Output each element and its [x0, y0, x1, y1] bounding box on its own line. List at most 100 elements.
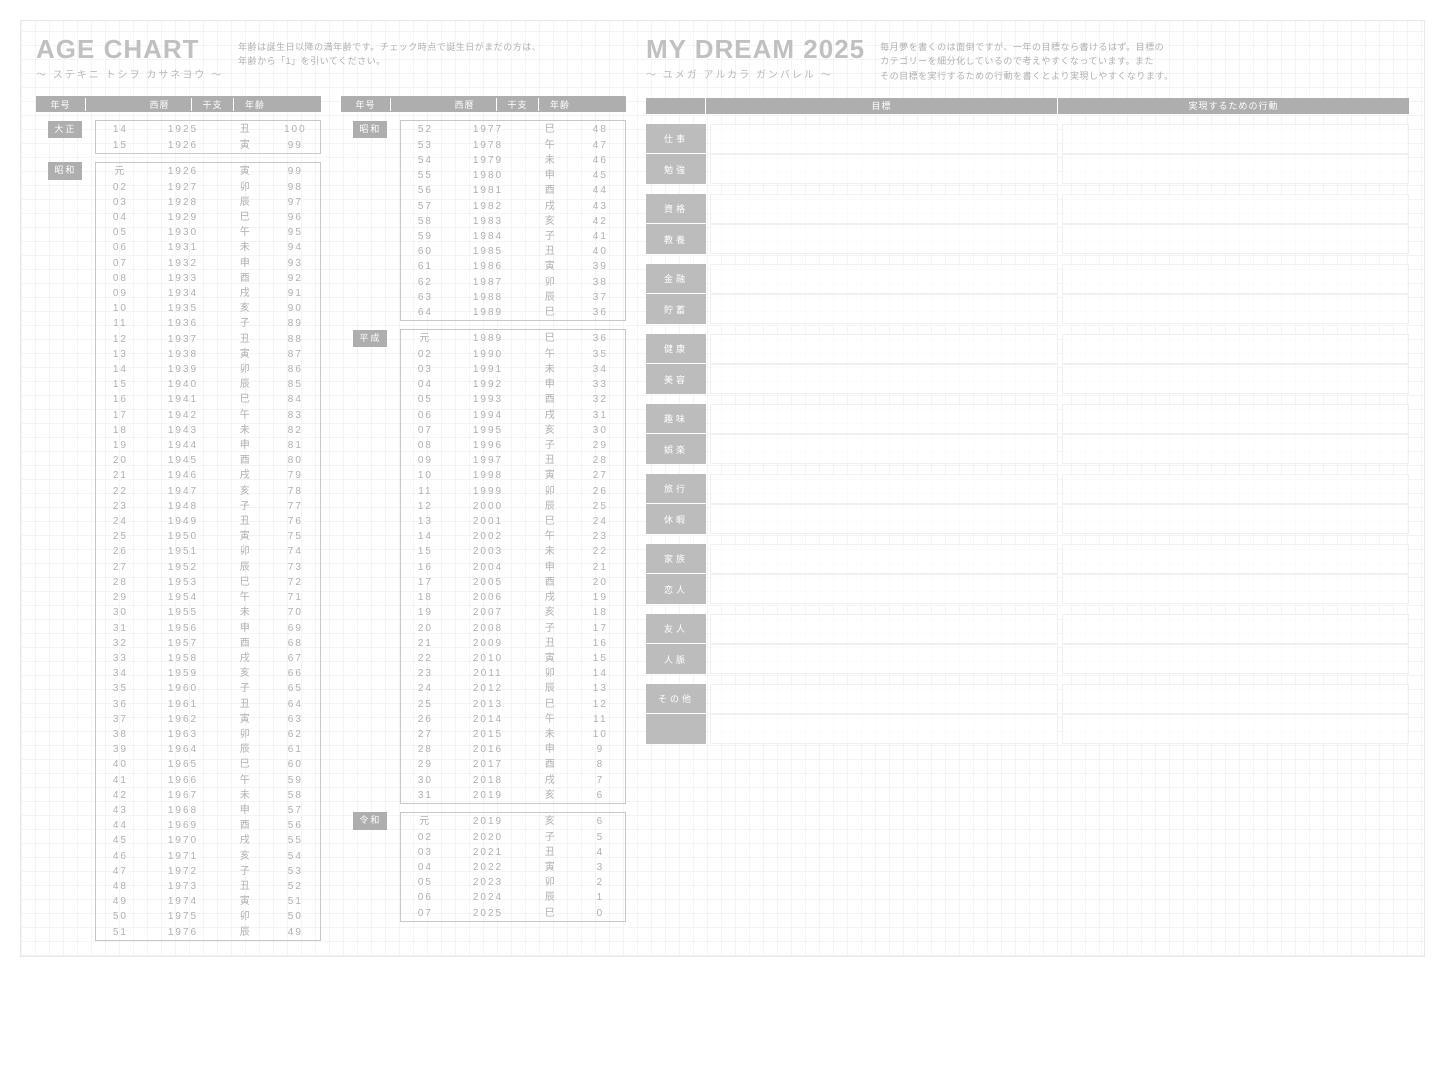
dream-category: 友人 [646, 614, 706, 644]
dream-action-field[interactable] [1062, 194, 1410, 224]
dream-action-field[interactable] [1062, 294, 1410, 324]
age-row: 062024辰1 [341, 890, 626, 905]
age-row: 451970戌55 [36, 833, 321, 848]
age-row: 311956申69 [36, 621, 321, 636]
dream-category: 貯蓄 [646, 294, 706, 324]
age-row: 201945酉80 [36, 453, 321, 468]
dream-action-field[interactable] [1062, 364, 1410, 394]
dream-goal-field[interactable] [710, 574, 1058, 604]
age-table: 昭和521977巳48531978午47541979未46551980申4556… [341, 120, 626, 321]
dream-group: 友人人脈 [646, 614, 1409, 674]
dream-goal-field[interactable] [710, 334, 1058, 364]
age-row: 令和元2019亥6 [341, 812, 626, 829]
dream-goal-field[interactable] [710, 154, 1058, 184]
age-row: 471972子53 [36, 864, 321, 879]
dream-goal-field[interactable] [710, 614, 1058, 644]
age-row: 151940辰85 [36, 377, 321, 392]
dream-action-field[interactable] [1062, 474, 1410, 504]
dream-category: 資格 [646, 194, 706, 224]
age-row: 101998寅27 [341, 468, 626, 483]
dream-goal-field[interactable] [710, 684, 1058, 714]
dream-goal-field[interactable] [710, 364, 1058, 394]
age-row: 昭和521977巳48 [341, 121, 626, 138]
era-tag: 平成 [353, 330, 387, 347]
age-row: 431968申57 [36, 803, 321, 818]
dream-row: 美容 [646, 364, 1409, 394]
dream-goal-field[interactable] [710, 404, 1058, 434]
dream-group: 旅行休暇 [646, 474, 1409, 534]
age-row: 581983亥42 [341, 214, 626, 229]
dream-row: その他 [646, 684, 1409, 714]
dream-goal-field[interactable] [710, 294, 1058, 324]
dream-action-field[interactable] [1062, 154, 1410, 184]
dream-goal-field[interactable] [710, 124, 1058, 154]
age-row: 401965巳60 [36, 757, 321, 772]
dream-category: 恋人 [646, 574, 706, 604]
age-row: 121937丑88 [36, 332, 321, 347]
dream-goal-field[interactable] [710, 194, 1058, 224]
dream-row: 仕事 [646, 124, 1409, 154]
age-row: 平成元1989巳36 [341, 330, 626, 347]
age-table: 平成元1989巳36021990午35031991未34041992申33051… [341, 329, 626, 804]
age-row: 111936子89 [36, 316, 321, 331]
age-row: 421967未58 [36, 788, 321, 803]
age-row: 242012辰13 [341, 681, 626, 696]
age-row: 081933酉92 [36, 271, 321, 286]
age-row: 312019亥6 [341, 788, 626, 804]
dream-action-field[interactable] [1062, 264, 1410, 294]
dream-category: 金融 [646, 264, 706, 294]
dream-action-field[interactable] [1062, 404, 1410, 434]
dream-goal-field[interactable] [710, 224, 1058, 254]
dream-goal-field[interactable] [710, 434, 1058, 464]
dream-category: 人脈 [646, 644, 706, 674]
dream-action-field[interactable] [1062, 544, 1410, 574]
age-chart-panel: AGE CHART 〜 ステキニ トシヲ カサネヨウ 〜 年齢は誕生日以降の満年… [36, 36, 626, 941]
age-row: 591984子41 [341, 229, 626, 244]
age-row: 031991未34 [341, 362, 626, 377]
dream-category: 旅行 [646, 474, 706, 504]
age-row: 191944申81 [36, 438, 321, 453]
age-row: 441969酉56 [36, 818, 321, 833]
dream-goal-field[interactable] [710, 504, 1058, 534]
dream-action-field[interactable] [1062, 504, 1410, 534]
dream-row: 家族 [646, 544, 1409, 574]
dream-goal-field[interactable] [710, 714, 1058, 744]
dream-goal-field[interactable] [710, 474, 1058, 504]
age-row: 151926寅99 [36, 138, 321, 154]
age-row: 361961丑64 [36, 697, 321, 712]
dream-action-field[interactable] [1062, 684, 1410, 714]
age-row: 391964辰61 [36, 742, 321, 757]
dream-goal-field[interactable] [710, 644, 1058, 674]
dream-goal-field[interactable] [710, 264, 1058, 294]
dream-action-field[interactable] [1062, 714, 1410, 744]
age-row: 501975卯50 [36, 909, 321, 924]
dream-action-field[interactable] [1062, 334, 1410, 364]
age-row: 222010寅15 [341, 651, 626, 666]
age-row: 292017酉8 [341, 757, 626, 772]
age-row: 021927卯98 [36, 180, 321, 195]
dream-action-field[interactable] [1062, 614, 1410, 644]
dream-action-field[interactable] [1062, 434, 1410, 464]
age-row: 261951卯74 [36, 544, 321, 559]
dream-action-field[interactable] [1062, 574, 1410, 604]
dream-action-field[interactable] [1062, 124, 1410, 154]
age-row: 232011卯14 [341, 666, 626, 681]
dream-goal-field[interactable] [710, 544, 1058, 574]
dream-title: MY DREAM 2025 [646, 36, 865, 62]
age-row: 281953巳72 [36, 575, 321, 590]
age-row: 131938寅87 [36, 347, 321, 362]
age-row: 611986寅39 [341, 259, 626, 274]
age-row: 122000辰25 [341, 499, 626, 514]
age-row: 321957酉68 [36, 636, 321, 651]
dream-action-field[interactable] [1062, 224, 1410, 254]
dream-group: 健康美容 [646, 334, 1409, 394]
dream-action-field[interactable] [1062, 644, 1410, 674]
age-row: 032021丑4 [341, 845, 626, 860]
age-row: 212009丑16 [341, 636, 626, 651]
age-row: 031928辰97 [36, 195, 321, 210]
age-row: 481973丑52 [36, 879, 321, 894]
dream-category: 仕事 [646, 124, 706, 154]
age-row: 631988辰37 [341, 290, 626, 305]
age-row: 041929巳96 [36, 210, 321, 225]
age-row: 042022寅3 [341, 860, 626, 875]
